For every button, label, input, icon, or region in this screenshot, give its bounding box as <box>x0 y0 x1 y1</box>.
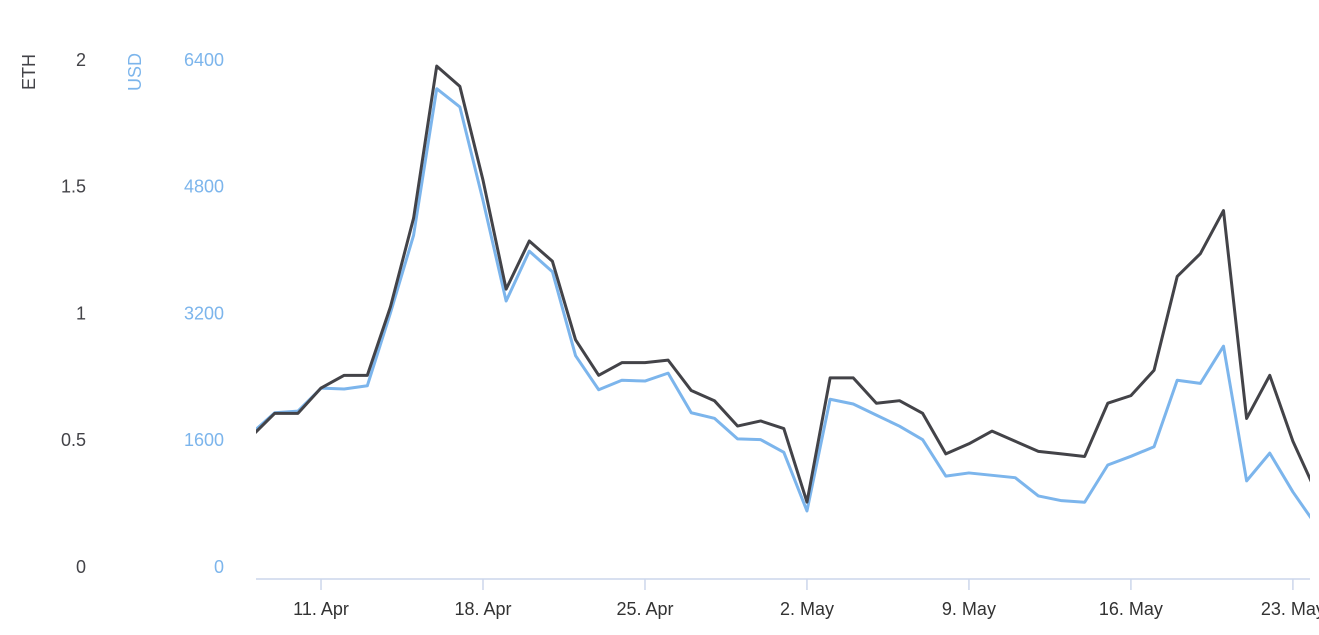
line-series <box>256 87 1310 520</box>
line-series <box>256 64 1310 504</box>
y2-axis-label: USD <box>125 53 145 91</box>
x-tick-label: 23. May <box>1261 599 1319 619</box>
x-tick-label: 16. May <box>1099 599 1163 619</box>
y2-tick-label: 1600 <box>184 430 224 450</box>
x-tick-label: 2. May <box>780 599 834 619</box>
y2-tick-label: 6400 <box>184 50 224 70</box>
x-tick-label: 11. Apr <box>293 599 349 619</box>
x-tick-label: 25. Apr <box>616 599 673 619</box>
y-tick-label: 2 <box>76 50 86 70</box>
y2-tick-label: 4800 <box>184 177 224 197</box>
y2-tick-label: 0 <box>214 557 224 577</box>
x-tick-label: 18. Apr <box>454 599 511 619</box>
y-tick-label: 0 <box>76 557 86 577</box>
y-tick-label: 1 <box>76 303 86 323</box>
y-tick-label: 1.5 <box>61 177 86 197</box>
x-tick-label: 9. May <box>942 599 996 619</box>
y-tick-label: 0.5 <box>61 430 86 450</box>
y-axis-label: ETH <box>19 54 39 90</box>
y2-tick-label: 3200 <box>184 303 224 323</box>
